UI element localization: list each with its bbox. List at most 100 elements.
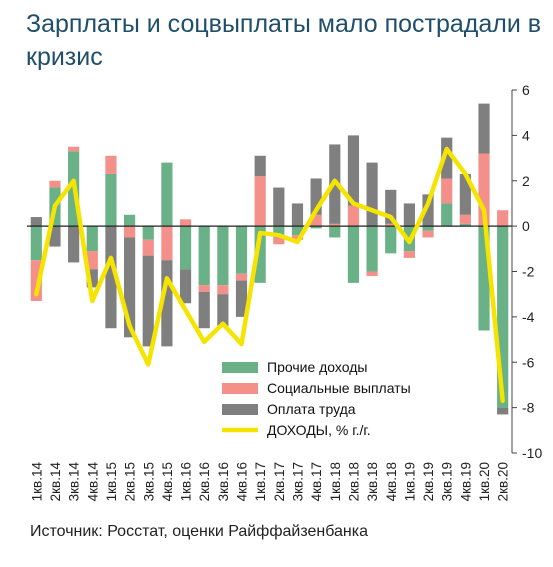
bar-1-18 [366,271,378,277]
x-tick-label: 2кв.20 [496,462,511,501]
bar-2-1 [49,226,61,247]
bar-0-24 [478,226,490,331]
bar-2-23 [459,173,471,215]
x-tick-label: 1кв.19 [402,462,417,501]
y-tick-label: -10 [522,445,542,461]
x-tick-label: 4кв.19 [458,462,473,501]
bar-0-4 [105,173,117,227]
x-tick-label: 1кв.14 [29,462,44,502]
bar-1-16 [329,223,341,227]
x-tick-label: 3кв.16 [216,462,231,501]
x-tick-label: 2кв.15 [123,462,138,501]
bar-0-22 [441,203,453,227]
bar-0-10 [217,226,229,286]
y-tick-label: 6 [522,82,530,98]
x-tick-label: 3кв.17 [290,462,305,501]
bar-0-16 [329,226,341,238]
bar-2-2 [68,226,80,263]
line-layer [34,146,505,404]
y-tick-label: -4 [522,309,535,325]
x-tick-label: 4кв.15 [160,462,175,501]
bar-1-8 [179,219,192,227]
bar-1-10 [217,285,229,295]
y-tick-label: -8 [522,400,535,416]
x-tick-label: 1кв.17 [253,462,268,501]
bar-2-22 [441,137,453,179]
bar-0-7 [161,162,173,227]
bar-0-15 [310,226,322,229]
bar-1-22 [441,178,453,204]
bar-2-0 [30,217,42,227]
x-tick-label: 1кв.18 [328,462,343,501]
axes-layer: 6 4 2 0 -2 -4 -6 -8 -10 1кв.14 2кв.14 3кв.14 4кв.14 1… [27,82,542,501]
chart-title: Зарплаты и соцвыплаты мало пострадали в … [26,10,542,71]
bar-2-21 [422,194,434,227]
y-tick-label: -6 [522,354,535,370]
legend-label-3: ДОХОДЫ, % г./г. [267,422,371,438]
bar-0-5 [124,214,136,227]
bar-2-4 [105,226,117,329]
source-note: Источник: Росстат, оценки Райффайзенбанк… [30,523,369,540]
bar-1-24 [478,153,490,227]
bar-1-19 [385,223,397,227]
bar-1-25 [497,210,509,227]
x-tick-label: 4кв.18 [384,462,399,501]
bar-2-3 [86,269,98,288]
bar-2-8 [179,269,192,304]
x-tick-label: 4кв.17 [309,462,324,501]
bar-0-6 [142,226,154,240]
x-tick-label: 1кв.20 [477,462,492,501]
x-tick-label: 4кв.16 [235,462,250,501]
bar-1-9 [198,285,210,292]
x-tick-label: 2кв.19 [421,462,436,501]
bar-1-5 [124,226,136,238]
bar-0-14 [291,226,304,236]
x-tick-label: 3кв.19 [440,462,455,501]
bar-0-11 [235,226,248,274]
bar-2-24 [478,103,490,154]
x-tick-label: 1кв.15 [104,462,119,501]
bar-2-15 [310,178,322,215]
series-line-0 [34,146,505,404]
bar-1-21 [422,230,434,238]
bar-1-3 [86,251,98,270]
legend-label-0: Прочие доходы [267,359,367,375]
y-tick-label: 4 [522,127,530,143]
bar-2-17 [347,135,360,206]
bar-2-13 [273,187,285,227]
bar-0-25 [497,226,509,408]
x-tick-label: 2кв.18 [346,462,361,501]
bar-1-14 [291,235,304,240]
bar-2-14 [291,203,304,227]
bar-0-8 [179,226,192,270]
bar-1-2 [68,146,80,152]
bar-2-19 [385,189,397,224]
bar-0-17 [347,226,360,283]
bar-2-6 [142,255,154,347]
x-tick-label: 4кв.14 [85,462,100,502]
bar-0-18 [366,226,378,272]
bar-2-20 [403,203,415,227]
y-tick-label: 2 [522,173,530,189]
bar-1-20 [403,251,415,258]
bar-0-23 [459,223,471,227]
legend-swatch-0 [222,362,258,373]
bar-1-1 [49,180,61,188]
legend-label-2: Оплата труда [267,401,356,417]
bar-2-10 [217,294,229,326]
y-tick-label: 0 [522,218,530,234]
bar-1-7 [161,226,173,261]
bar-2-7 [161,260,173,347]
y-tick-label: -2 [522,264,535,280]
bar-2-12 [254,155,266,177]
x-tick-label: 2кв.16 [197,462,212,501]
bar-2-18 [366,162,378,227]
bar-1-0 [30,260,42,301]
bar-1-17 [347,205,360,227]
x-tick-label: 2кв.17 [272,462,287,501]
legend-swatch-2 [222,404,258,415]
bar-1-11 [235,273,248,281]
bar-2-5 [124,237,136,338]
bar-0-12 [254,226,266,283]
bar-0-3 [86,226,98,252]
